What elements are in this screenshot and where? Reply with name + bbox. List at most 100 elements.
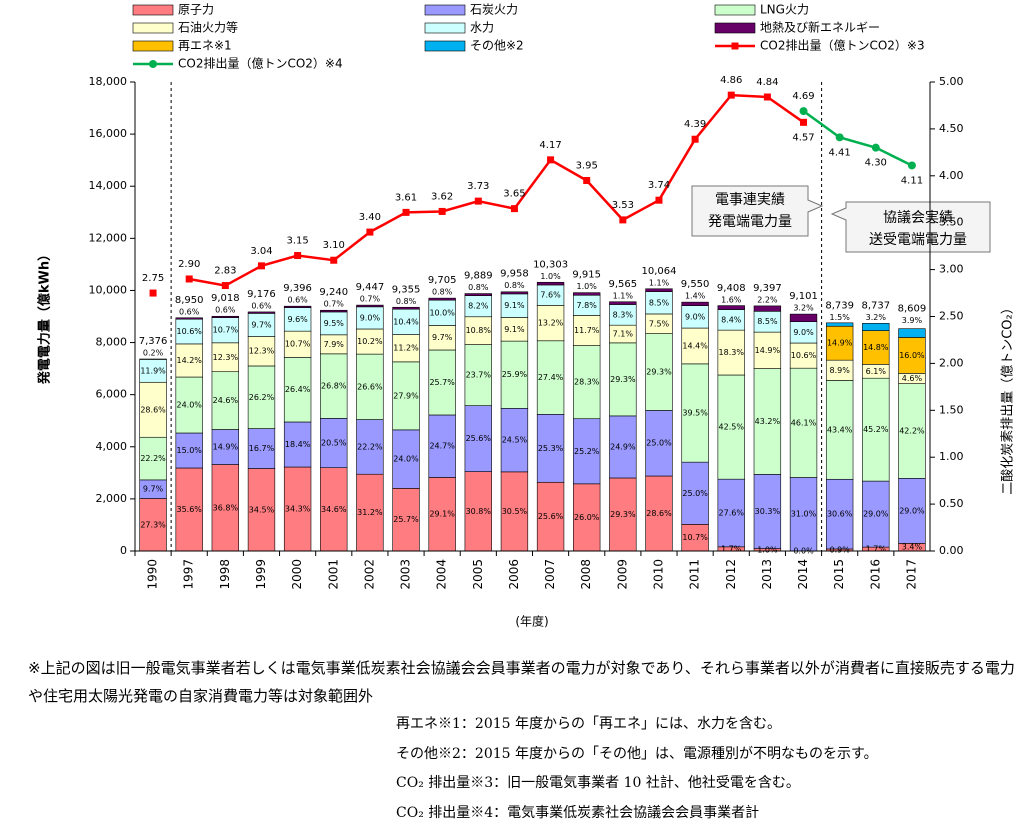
share-label: 4.6% [902,374,923,383]
legend-label: LNG火力 [760,3,809,17]
share-label: 8.5% [757,317,778,326]
total-label: 9,889 [464,270,493,281]
share-label: 23.7% [466,371,492,380]
share-label: 0.7% [324,300,345,309]
share-label: 22.2% [140,454,166,463]
marker [511,205,518,212]
annotation-text: 送受電端電力量 [869,232,967,248]
share-label: 0.8% [504,281,525,290]
value-label: 4.17 [539,140,561,151]
bar-segment [646,289,673,292]
share-label: 29.0% [899,506,925,515]
share-label: 22.2% [357,442,383,451]
share-label: 28.6% [646,509,672,518]
share-label: 46.1% [791,418,817,427]
annotation-text: 発電端電力量 [708,214,792,230]
share-label: 9.5% [324,319,345,328]
share-label: 25.3% [538,444,564,453]
note-list: 再エネ※1：2015 年度からの「再エネ」には、水力を含む。 その他※2：201… [396,710,878,828]
y-tick-label: 14,000 [89,179,128,192]
value-label: 4.41 [829,147,851,158]
bar-segment [393,307,420,309]
share-label: 7.9% [324,340,345,349]
value-label: 2.83 [214,266,236,277]
value-label: 4.69 [792,91,814,102]
y-tick-label: 16,000 [89,127,128,140]
share-label: 29.1% [429,510,455,519]
share-label: 0.8% [468,283,489,292]
x-tick-label: 2007 [543,559,557,590]
value-label: 3.61 [395,192,417,203]
marker [186,275,193,282]
marker [294,252,301,259]
annotation-box: 協議会実績 送受電端電力量 [832,202,990,252]
bar-segment [501,292,528,294]
share-label: 30.3% [755,507,781,516]
share-label: 10.7% [285,340,311,349]
share-label: 1.7% [721,544,742,553]
share-label: 16.7% [249,444,275,453]
marker [439,208,446,215]
bar-segment [357,305,384,307]
x-tick-label: 2008 [579,559,593,590]
share-label: 45.2% [863,425,889,434]
share-label: 43.4% [827,425,853,434]
legend-label: 石油火力等 [178,21,238,35]
y-axis-label: 発電電力量（億kWh） [37,248,53,385]
y-tick-label: 12,000 [89,231,128,244]
share-label: 27.9% [393,391,419,400]
legend-swatch [133,5,173,15]
share-label: 1.6% [721,295,742,304]
share-label: 8.3% [613,310,634,319]
share-label: 12.3% [213,353,239,362]
y2-tick-label: 2.00 [939,356,964,369]
x-tick-label: 2014 [796,559,810,590]
legend-item: 石油火力等 [133,21,238,35]
share-label: 14.8% [863,343,889,352]
marker [222,282,229,289]
x-tick-label: 1998 [218,559,232,590]
legend-swatch [715,23,755,33]
share-label: 26.4% [285,385,311,394]
value-label: 4.86 [720,75,742,86]
y2-tick-label: 1.50 [939,403,964,416]
share-label: 15.0% [176,446,202,455]
total-label: 9,958 [500,269,529,280]
marker [800,119,807,126]
x-tick-label: 1997 [182,559,196,590]
marker [583,177,590,184]
share-label: 25.7% [393,515,419,524]
share-label: 26.6% [357,382,383,391]
share-label: 25.7% [429,378,455,387]
share-label: 0.7% [360,294,381,303]
x-axis-label: (年度) [515,614,548,629]
share-label: 25.0% [682,489,708,498]
share-label: 14.2% [176,356,202,365]
x-tick-label: 2017 [904,559,918,590]
x-tick-label: 2011 [688,559,702,590]
share-label: 11.9% [140,366,166,375]
share-label: 25.6% [466,434,492,443]
y-tick-label: 2,000 [96,492,128,505]
bar-segment [284,306,311,307]
share-label: 0.6% [251,301,272,310]
y2-tick-label: 0.00 [939,544,964,557]
share-label: 11.7% [574,326,600,335]
marker [403,209,410,216]
share-label: 7.8% [577,301,598,310]
legend-swatch [425,41,465,51]
share-label: 31.0% [791,510,817,519]
share-label: 24.5% [502,436,528,445]
y-tick-label: 6,000 [96,388,128,401]
share-label: 24.9% [610,442,636,451]
share-label: 14.4% [682,341,708,350]
y-tick-label: 10,000 [89,283,128,296]
share-label: 10.0% [429,308,455,317]
chart: 発電電力量（億kWh） 二酸化炭素排出量（億トンCO₂） (年度) 電事連実績 … [0,0,1033,650]
share-label: 29.3% [646,368,672,377]
marker [655,197,662,204]
value-label: 4.30 [865,158,887,169]
legend-item: LNG火力 [715,3,809,17]
value-label: 3.95 [576,160,598,171]
legend-item: 地熱及び新エネルギー [715,20,880,35]
